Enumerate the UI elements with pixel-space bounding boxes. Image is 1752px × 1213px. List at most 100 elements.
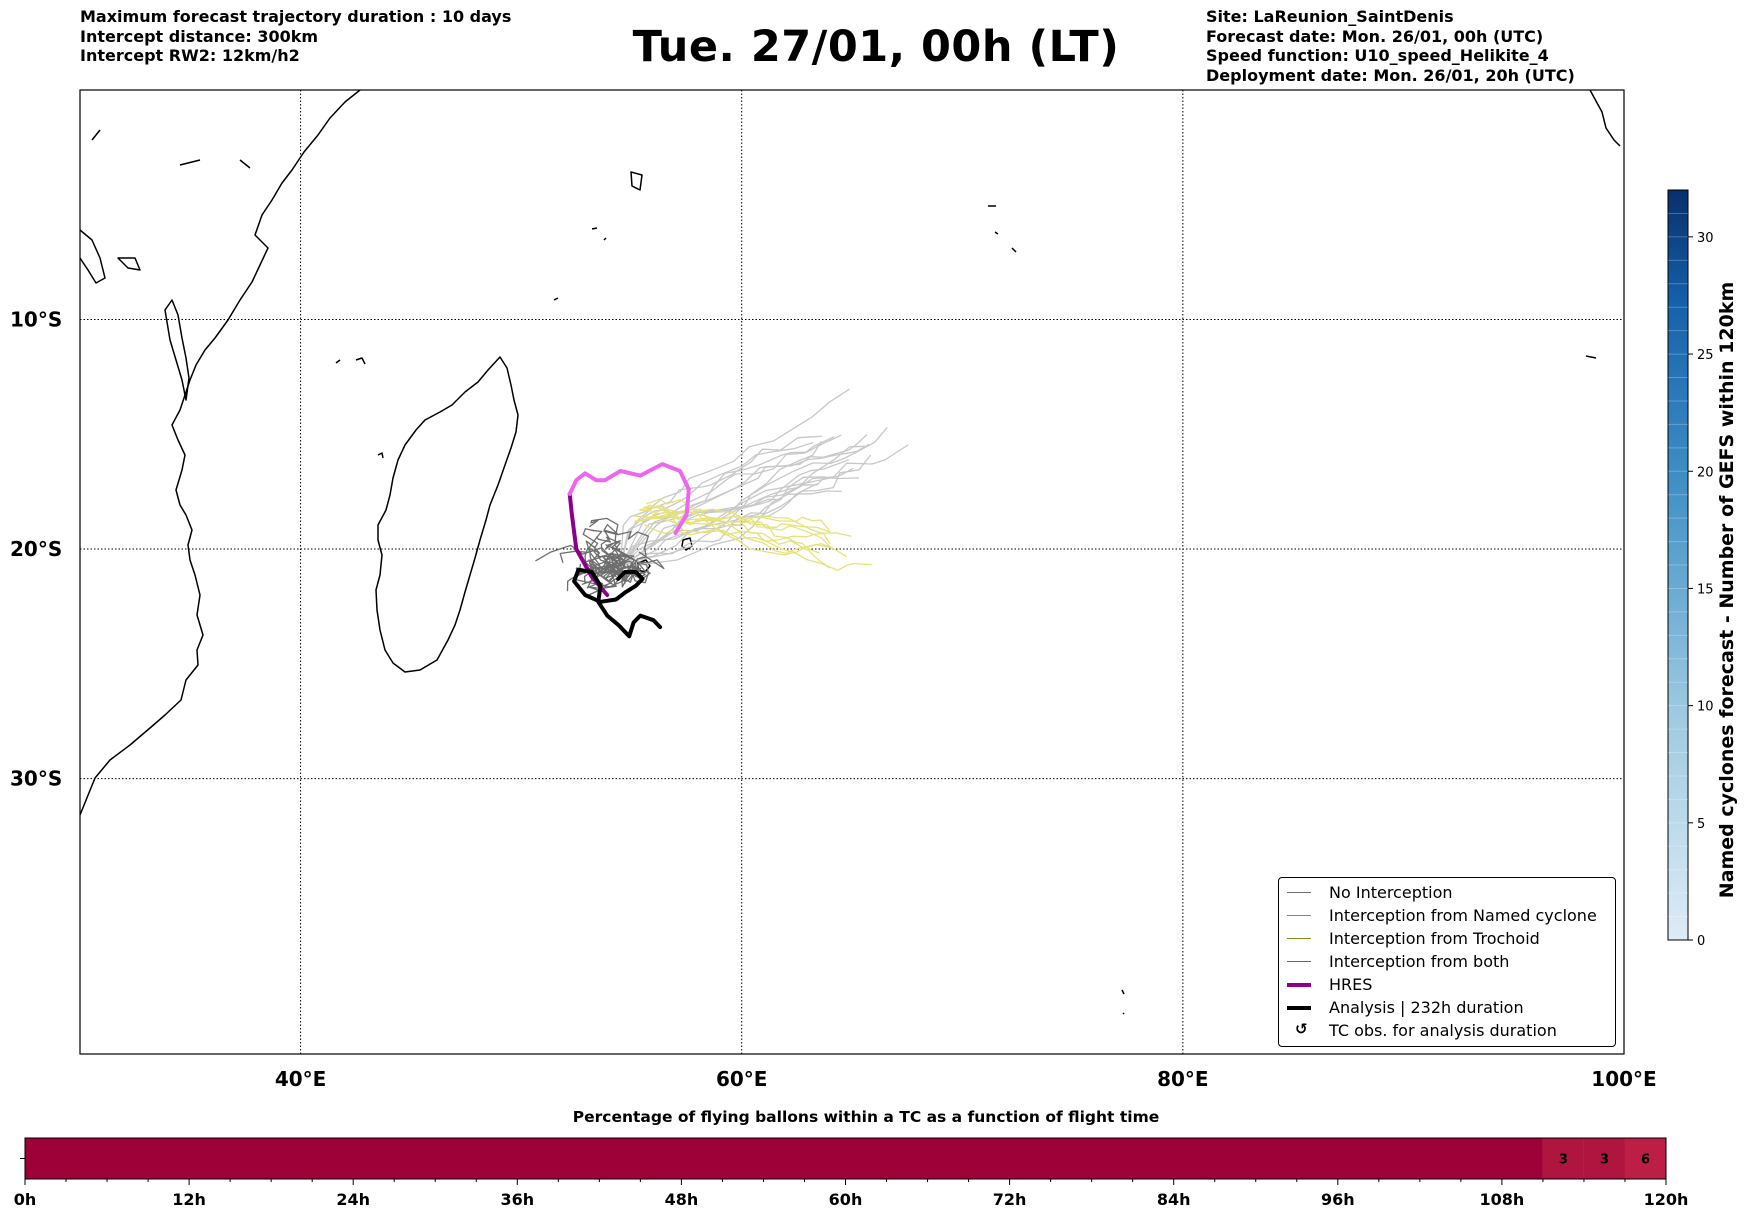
ensemble-track-yellow — [633, 514, 831, 533]
colorbar-label: Named cyclones forecast - Number of GEFS… — [1716, 281, 1738, 899]
bar-x-tick-label: 108h — [1480, 1190, 1525, 1209]
bar-x-tick-label: 12h — [172, 1190, 206, 1209]
legend-item-tc-obs: ↺ TC obs. for analysis duration — [1279, 1020, 1615, 1042]
map-frame — [79, 89, 1625, 1055]
ensemble-track-light — [619, 454, 872, 569]
ensemble-track-light — [619, 444, 909, 569]
x-tick-label: 80°E — [1157, 1067, 1209, 1091]
colorbar-tick-label: 0 — [1697, 934, 1705, 949]
colorbar-tick-label: 10 — [1697, 700, 1714, 715]
colorbar-tick-label: 20 — [1697, 465, 1714, 480]
legend-swatch — [1287, 961, 1311, 962]
ensemble-track-yellow — [639, 508, 830, 531]
bar-x-tick-label: 0h — [14, 1190, 37, 1209]
legend-item-hres: HRES — [1279, 974, 1615, 996]
legend-label: Interception from Named cyclone — [1329, 906, 1597, 925]
comoros-islands — [335, 357, 384, 459]
ensemble-track-light — [619, 467, 854, 569]
legend-item-no-interception: No Interception — [1279, 882, 1615, 904]
bar-x-tick-label: 60h — [829, 1190, 863, 1209]
bar-x-tick-label: 96h — [1321, 1190, 1355, 1209]
hres-track-late — [567, 462, 691, 535]
legend-label: Interception from Trochoid — [1329, 929, 1540, 948]
chart-title: Tue. 27/01, 00h (LT) — [632, 22, 1120, 72]
ensemble-track-dark — [605, 544, 635, 579]
percentage-bar: 3 3 60h 12h 24h 36h 48h 60h 72h 84h 96h 108h 120h — [14, 1137, 1689, 1209]
ensemble-track-dark — [589, 517, 638, 567]
legend-swatch — [1287, 938, 1311, 939]
legend-swatch — [1287, 892, 1311, 893]
ensemble-track-dark — [584, 547, 635, 574]
zanzibar-island — [164, 299, 190, 401]
x-tick-label: 100°E — [1591, 1067, 1656, 1091]
east-islands — [1121, 90, 1621, 1015]
bar-cell — [1542, 1138, 1584, 1179]
cyclone-symbol-icon: ↺ — [1295, 1020, 1308, 1038]
header-left-line-2: Intercept distance: 300km — [80, 26, 319, 46]
header-left-line-1: Maximum forecast trajectory duration : 1… — [80, 7, 512, 26]
africa-coast — [80, 90, 361, 816]
ensemble-track-yellow — [651, 511, 872, 571]
legend: No Interception Interception from Named … — [1278, 877, 1616, 1047]
legend-label: HRES — [1329, 975, 1373, 994]
bar-x-tick-label: 36h — [500, 1190, 534, 1209]
ensemble-track-light — [619, 388, 850, 569]
bar-x-tick-label: 24h — [336, 1190, 370, 1209]
colorbar-steps — [1668, 212, 1688, 918]
header-right-line-2: Forecast date: Mon. 26/01, 00h (UTC) — [1206, 26, 1544, 46]
legend-item-named-cyclone: Interception from Named cyclone — [1279, 905, 1615, 927]
bar-cell — [1624, 1138, 1666, 1179]
legend-label: TC obs. for analysis duration — [1329, 1021, 1557, 1040]
legend-label: Analysis | 232h duration — [1329, 998, 1524, 1017]
coastlines — [80, 90, 1621, 1015]
legend-label: Interception from both — [1329, 952, 1510, 971]
series-layer — [567, 462, 691, 639]
ensemble-track-yellow — [645, 504, 830, 569]
legend-item-both: Interception from both — [1279, 951, 1615, 973]
x-tick-label: 60°E — [716, 1067, 768, 1091]
mauritius-island — [681, 537, 693, 551]
header-left-line-3: Intercept RW2: 12km/h2 — [80, 46, 300, 65]
bar-cell-label: 6 — [1641, 1153, 1650, 1168]
bar-x-tick-label: 120h — [1644, 1190, 1689, 1209]
trajectory-tracks — [535, 388, 909, 598]
legend-item-trochoid: Interception from Trochoid — [1279, 928, 1615, 950]
bar-x-tick-label: 84h — [1157, 1190, 1191, 1209]
colorbar-tick-label: 30 — [1697, 231, 1714, 246]
bar-cell — [25, 1138, 1543, 1179]
legend-label: No Interception — [1329, 883, 1453, 902]
bar-x-tick-label: 72h — [993, 1190, 1027, 1209]
ensemble-track-light — [619, 427, 888, 569]
ensemble-track-light — [619, 445, 866, 569]
ensemble-track-light — [619, 483, 818, 569]
colorbar-tick-label: 15 — [1697, 582, 1714, 597]
colorbar-tick-label: 25 — [1697, 348, 1714, 363]
legend-swatch — [1287, 1006, 1311, 1010]
legend-swatch — [1287, 915, 1311, 916]
colorbar — [1667, 189, 1689, 941]
axis-labels: 40°E 60°E 80°E 100°E 10°S 20°S 30°S — [10, 308, 1657, 1091]
header-right-line-3: Speed function: U10_speed_Helikite_4 — [1206, 46, 1549, 65]
header-right-line-4: Deployment date: Mon. 26/01, 20h (UTC) — [1206, 65, 1575, 85]
y-tick-label: 30°S — [10, 767, 62, 791]
colorbar-ticks: 0 5 10 15 20 25 30 — [1688, 231, 1714, 949]
madagascar-coast — [375, 356, 519, 673]
ensemble-track-yellow — [644, 524, 848, 558]
analysis-track — [572, 567, 663, 639]
bar-cell-label: 3 — [1559, 1153, 1568, 1168]
bar-x-tick-label: 48h — [665, 1190, 699, 1209]
seychelles-islands — [553, 171, 1017, 301]
legend-swatch — [1287, 983, 1311, 987]
socotra-area — [80, 129, 251, 284]
y-tick-label: 20°S — [10, 537, 62, 561]
ensemble-track-yellow — [633, 515, 831, 544]
bar-cell-label: 3 — [1600, 1153, 1609, 1168]
percentage-bar-title: Percentage of flying ballons within a TC… — [572, 1108, 1160, 1126]
ensemble-track-dark — [535, 544, 634, 572]
y-tick-label: 10°S — [10, 308, 62, 332]
x-tick-label: 40°E — [275, 1067, 327, 1091]
ensemble-track-dark — [603, 530, 650, 569]
legend-item-analysis: Analysis | 232h duration — [1279, 997, 1615, 1019]
bar-cell — [1583, 1138, 1625, 1179]
header-right-line-1: Site: LaReunion_SaintDenis — [1206, 7, 1454, 26]
